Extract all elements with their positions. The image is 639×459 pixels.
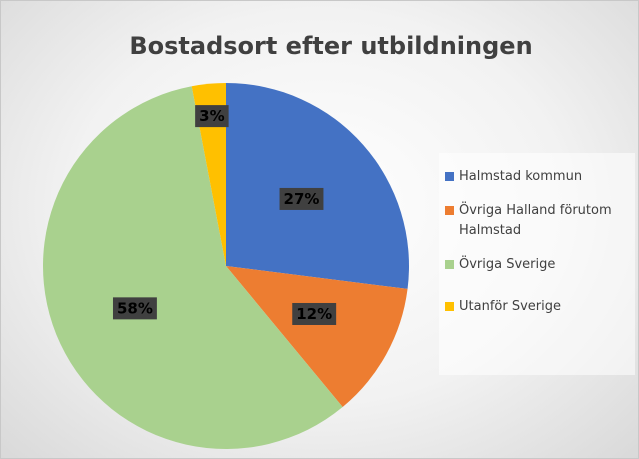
- data-label: 58%: [112, 297, 157, 320]
- data-label-text: 58%: [117, 299, 153, 317]
- legend-entry: Övriga Halland förutom Halmstad: [445, 201, 631, 241]
- legend-swatch: [445, 302, 454, 311]
- data-label-text: 27%: [284, 190, 320, 208]
- data-label-box: [195, 105, 229, 128]
- legend-label: Övriga Halland förutom Halmstad: [459, 203, 612, 238]
- pie-slice: [226, 266, 408, 408]
- data-label: 12%: [292, 302, 337, 325]
- legend-entry: Halmstad kommun: [445, 167, 631, 187]
- data-label-box: [112, 297, 157, 320]
- data-label-text: 3%: [199, 107, 224, 125]
- pie-slice: [43, 86, 343, 449]
- pie-slice: [226, 83, 409, 289]
- pie-slice: [191, 83, 226, 266]
- data-label-box: [279, 187, 324, 210]
- data-label: 27%: [279, 187, 324, 210]
- data-label: 3%: [195, 105, 229, 128]
- legend-swatch: [445, 206, 454, 215]
- legend-label: Övriga Sverige: [459, 257, 556, 272]
- legend-swatch: [445, 260, 454, 269]
- legend-label: Halmstad kommun: [459, 169, 583, 184]
- legend-entry: Utanför Sverige: [445, 297, 631, 317]
- legend: Halmstad kommun Övriga Halland förutom Ha…: [439, 153, 635, 375]
- legend-swatch: [445, 172, 454, 181]
- data-label-box: [292, 302, 337, 325]
- chart-title: Bostadsort efter utbildningen: [129, 32, 532, 60]
- legend-entry: Övriga Sverige: [445, 255, 631, 275]
- data-label-text: 12%: [296, 305, 332, 323]
- legend-label: Utanför Sverige: [459, 299, 561, 314]
